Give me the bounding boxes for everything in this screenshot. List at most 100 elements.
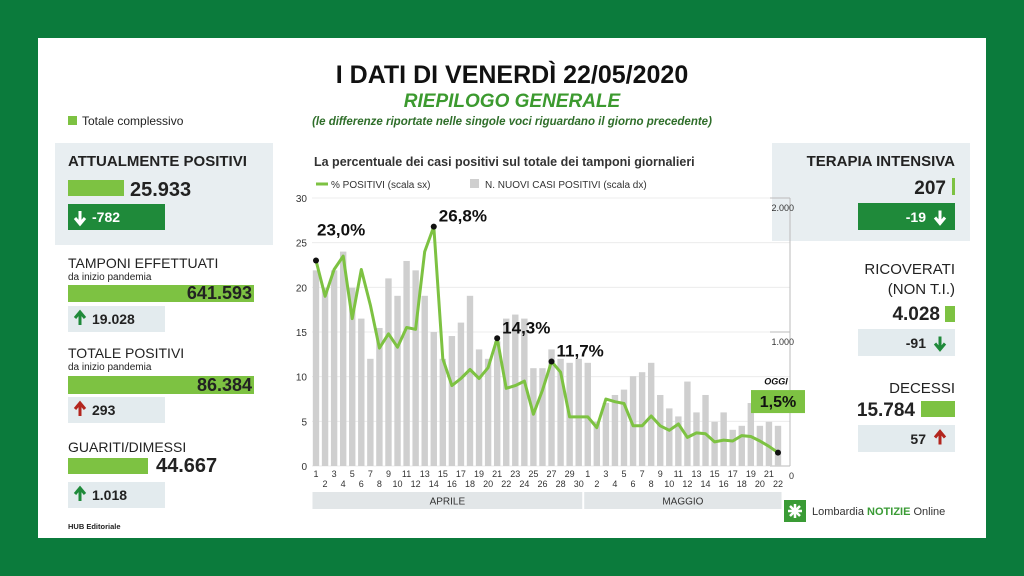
logo-icon	[788, 504, 802, 518]
brand-suffix: Online	[914, 506, 946, 518]
brand: Lombardia NOTIZIE Online	[812, 506, 945, 518]
x-tick-label: 10	[393, 479, 403, 489]
y-tick-label: 20	[296, 283, 308, 294]
x-tick-label: 19	[474, 469, 484, 479]
brand-bold: NOTIZIE	[867, 506, 910, 518]
x-tick-label: 29	[565, 469, 575, 479]
stat-label: GUARITI/DIMESSI	[68, 439, 186, 455]
stat-total: 15.784	[857, 400, 916, 421]
stat-change: -91	[906, 335, 926, 351]
x-tick-label: 22	[773, 479, 783, 489]
stat-label: DECESSI	[889, 380, 955, 397]
point-marker	[775, 449, 781, 456]
x-tick-label: 24	[519, 479, 529, 489]
total-bar	[68, 285, 254, 302]
bar	[503, 318, 510, 466]
point-marker	[430, 223, 437, 230]
x-tick-label: 8	[377, 479, 382, 489]
month-band	[584, 492, 782, 509]
x-tick-label: 18	[465, 479, 475, 489]
bar	[312, 270, 320, 466]
y-tick-label: 10	[296, 373, 308, 384]
stat-change: 293	[92, 402, 116, 418]
x-tick-label: 8	[649, 479, 654, 489]
bar	[575, 358, 582, 466]
x-tick-label: 1	[585, 469, 590, 479]
x-tick-label: 20	[755, 479, 765, 489]
bar	[385, 278, 392, 466]
subtitle: RIEPILOGO GENERALE	[404, 91, 622, 112]
brand-name: Lombardia	[812, 506, 865, 518]
bar	[466, 295, 474, 466]
x-tick-label: 27	[547, 469, 557, 479]
bar	[358, 318, 365, 466]
legend-swatch	[470, 179, 479, 188]
arrow-icon	[73, 211, 87, 227]
bar	[349, 287, 356, 466]
x-tick-label: 28	[556, 479, 566, 489]
y2-tick-label: 1.000	[771, 337, 794, 347]
stat-sublabel: da inizio pandemia	[68, 272, 152, 283]
stat-label: ATTUALMENTE POSITIVI	[68, 153, 247, 170]
chart-title: La percentuale dei casi positivi sul tot…	[314, 155, 695, 169]
bar	[457, 322, 465, 466]
x-tick-label: 5	[621, 469, 626, 479]
bar	[367, 358, 374, 466]
stat-sublabel: da inizio pandemia	[68, 362, 152, 373]
x-tick-label: 11	[402, 469, 411, 479]
value-label: 14,3%	[502, 318, 550, 337]
total-bar	[952, 178, 955, 195]
total-bar	[945, 306, 955, 322]
x-tick-label: 12	[411, 479, 421, 489]
legend-text: N. NUOVI CASI POSITIVI (scala dx)	[485, 180, 647, 191]
month-label: MAGGIO	[662, 497, 703, 508]
today-box	[751, 390, 805, 414]
stat-total: 44.667	[156, 455, 217, 477]
legend-text: Totale complessivo	[82, 114, 184, 128]
today-label: OGGI	[764, 377, 788, 387]
bar	[593, 421, 601, 466]
bar	[693, 412, 700, 466]
x-tick-label: 14	[701, 479, 711, 489]
x-tick-label: 3	[603, 469, 608, 479]
stat-change: -782	[92, 209, 120, 225]
bar	[729, 429, 736, 466]
credit: HUB Editoriale	[68, 522, 121, 531]
bar	[666, 408, 673, 466]
stat-total: 86.384	[197, 375, 252, 395]
x-tick-label: 6	[359, 479, 364, 489]
x-tick-label: 25	[528, 469, 538, 479]
bar	[657, 394, 664, 466]
bar	[430, 332, 437, 466]
stat-change: 57	[910, 431, 926, 447]
x-tick-label: 13	[691, 469, 701, 479]
x-tick-label: 7	[368, 469, 373, 479]
change-box	[68, 397, 165, 423]
x-tick-label: 19	[746, 469, 756, 479]
x-tick-label: 26	[537, 479, 547, 489]
x-tick-label: 6	[631, 479, 636, 489]
x-tick-label: 11	[674, 469, 683, 479]
note: (le differenze riportate nelle singole v…	[312, 116, 712, 128]
total-bar	[68, 180, 124, 196]
x-tick-label: 21	[492, 469, 502, 479]
total-bar	[68, 376, 254, 394]
line	[314, 225, 779, 454]
stat-total: 641.593	[187, 283, 252, 303]
bar	[421, 295, 428, 466]
total-bar	[921, 401, 955, 417]
bar	[403, 260, 410, 466]
bar	[647, 362, 655, 466]
change-box	[68, 482, 165, 508]
total-bar	[68, 458, 148, 474]
bar	[557, 358, 564, 466]
bar	[521, 318, 528, 466]
bar	[330, 270, 338, 466]
stat-change: 1.018	[92, 487, 127, 503]
bar	[584, 362, 591, 466]
bar	[548, 349, 555, 466]
x-tick-label: 15	[710, 469, 720, 479]
x-tick-label: 1	[313, 469, 318, 479]
